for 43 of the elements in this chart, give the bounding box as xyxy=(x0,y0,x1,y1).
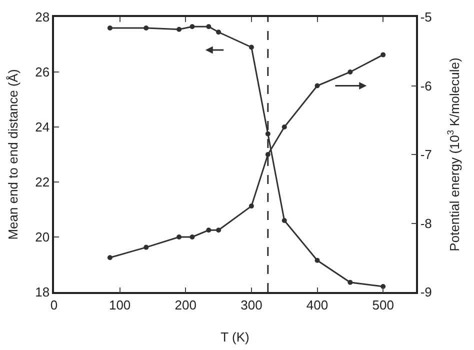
y-axis-title: Mean end to end distance (Å) xyxy=(6,69,20,240)
point xyxy=(144,26,149,30)
point xyxy=(248,44,254,50)
y2-tick-label: -5 xyxy=(420,10,432,25)
y-tick-label: 26 xyxy=(35,64,50,80)
point xyxy=(380,52,386,58)
point xyxy=(348,70,353,74)
point xyxy=(380,284,386,289)
y2-tick-label: -8 xyxy=(420,216,432,231)
x-tick-label: 500 xyxy=(372,297,394,312)
point xyxy=(248,204,254,209)
y-tick-label: 28 xyxy=(35,10,50,25)
y2-tick-label: -7 xyxy=(420,147,432,162)
point xyxy=(282,218,287,223)
point xyxy=(348,280,353,285)
point xyxy=(107,255,112,260)
point xyxy=(282,124,287,130)
y-tick-label: 22 xyxy=(35,174,50,190)
y-tick-label: 24 xyxy=(35,120,50,135)
point xyxy=(216,228,222,233)
point xyxy=(176,26,182,32)
y2-tick-label: -6 xyxy=(420,78,432,94)
point xyxy=(314,258,320,263)
y2-tick-label: -9 xyxy=(420,284,432,300)
point xyxy=(206,24,212,30)
point xyxy=(144,244,149,250)
point xyxy=(206,228,212,233)
y-tick-label: 18 xyxy=(35,284,50,300)
x-tick-label: 400 xyxy=(306,297,328,312)
point xyxy=(176,234,182,240)
x-tick-label: 200 xyxy=(174,297,196,312)
x-tick-label: 100 xyxy=(108,297,131,312)
x-tick-label: 0 xyxy=(50,297,58,312)
point xyxy=(265,152,270,157)
point xyxy=(190,24,195,30)
x-axis-title: T (K) xyxy=(220,330,250,344)
x-tick-label: 300 xyxy=(240,297,262,312)
point xyxy=(314,83,320,88)
point xyxy=(107,26,112,30)
point xyxy=(265,131,270,136)
y-tick-label: 20 xyxy=(35,230,50,245)
point xyxy=(216,30,222,35)
point xyxy=(190,234,195,240)
